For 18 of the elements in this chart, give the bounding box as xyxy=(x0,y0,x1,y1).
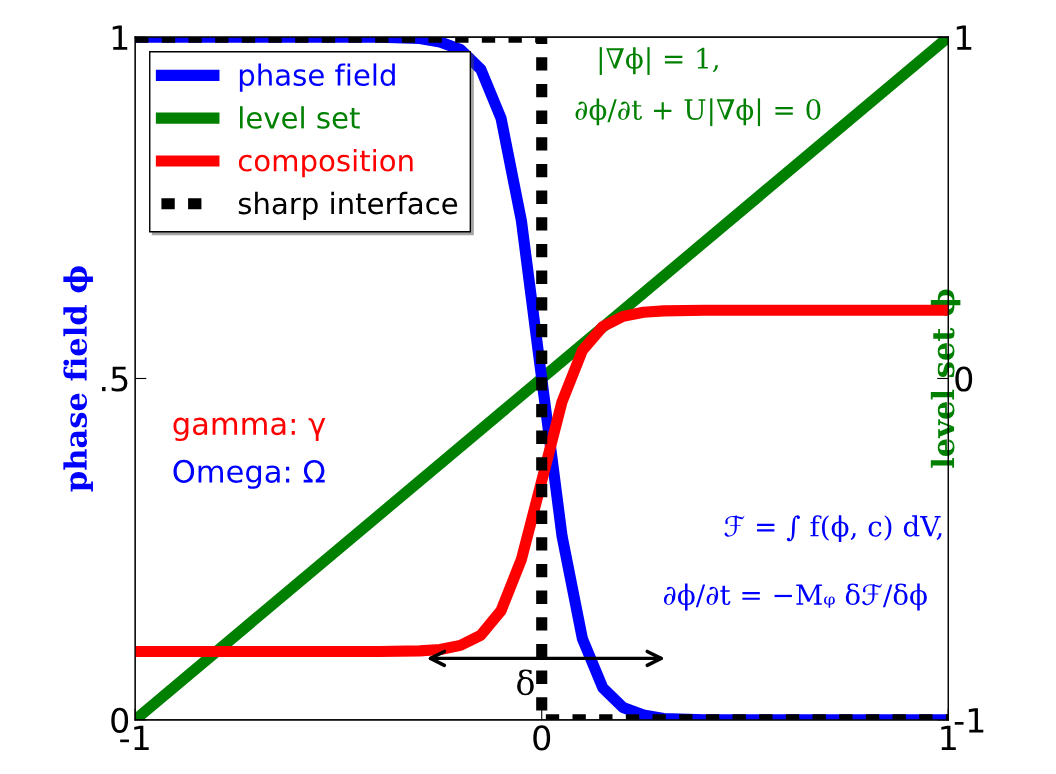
y2-tick-label: -1 xyxy=(954,708,984,733)
legend-label: phase field xyxy=(239,63,395,92)
annotation: ℱ = ∫ f(ϕ, c) dV, xyxy=(724,515,942,543)
annotation: ∂ϕ/∂t = −Mᵩ δℱ/δϕ xyxy=(663,583,927,611)
y-axis-title: phase field ϕ xyxy=(63,266,93,492)
x-tick-label: 1 xyxy=(941,725,956,751)
annotation: |∇ϕ| = 1, xyxy=(599,47,718,75)
legend-label: composition xyxy=(238,149,413,178)
legend-label: level set xyxy=(240,106,360,129)
annotation: ∂ϕ/∂t + U|∇ϕ| = 0 xyxy=(575,98,821,127)
y-tick-label: 1 xyxy=(112,25,128,50)
annotation: Omega: Ω xyxy=(173,459,325,489)
legend-label: sharp interface xyxy=(238,191,458,221)
x-tick-label: 0 xyxy=(533,725,551,751)
annotation: δ xyxy=(517,669,534,696)
y-tick-label: .5 xyxy=(102,366,128,392)
y2-tick-label: 1 xyxy=(956,25,972,50)
annotation: gamma: γ xyxy=(173,417,326,442)
